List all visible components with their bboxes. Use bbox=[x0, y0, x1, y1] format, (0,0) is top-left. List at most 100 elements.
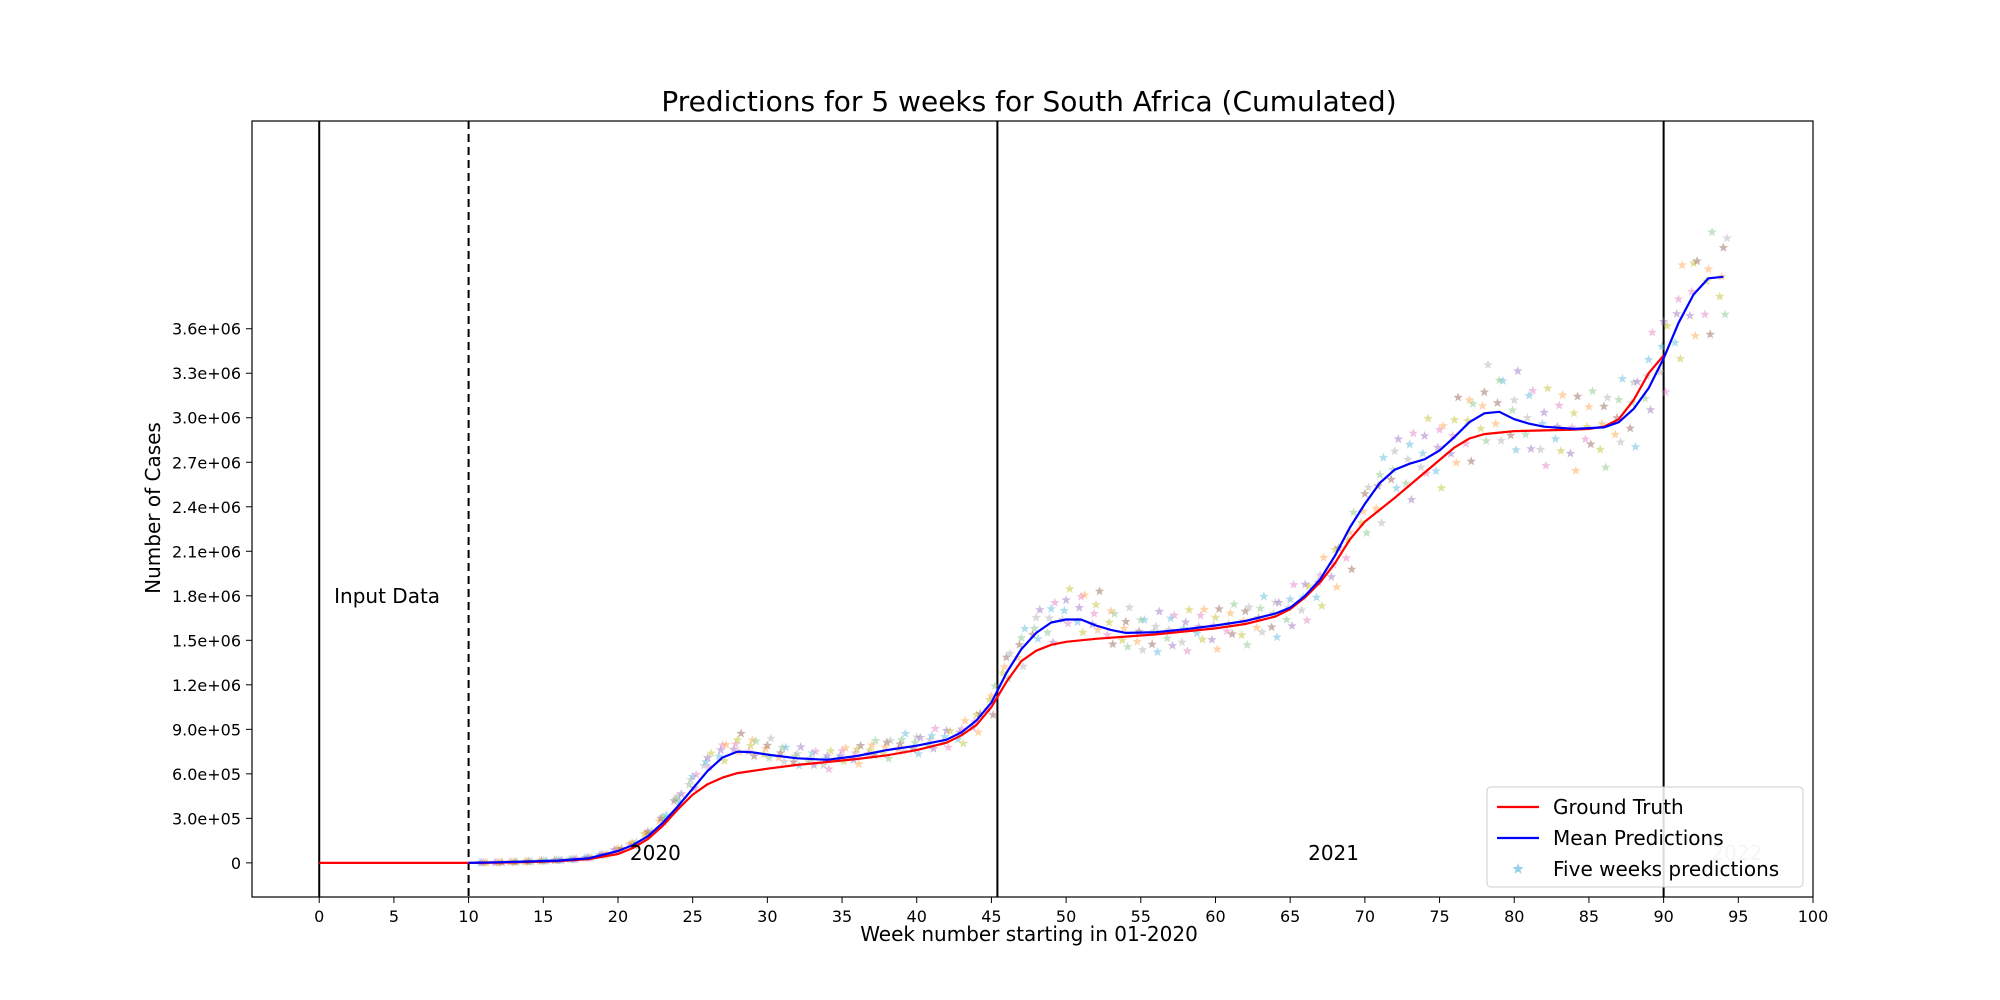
prediction-point bbox=[1360, 488, 1370, 498]
prediction-point bbox=[781, 742, 791, 752]
prediction-point bbox=[975, 708, 985, 718]
prediction-point bbox=[1317, 600, 1327, 610]
prediction-point bbox=[611, 844, 621, 854]
y-tick-label: 3.0e+05 bbox=[172, 809, 241, 828]
x-tick-label: 25 bbox=[682, 907, 702, 926]
prediction-point bbox=[1599, 401, 1609, 411]
prediction-point bbox=[1662, 321, 1672, 330]
prediction-point bbox=[1602, 392, 1613, 402]
prediction-point bbox=[1124, 602, 1135, 612]
prediction-point bbox=[1703, 264, 1714, 274]
prediction-point bbox=[1147, 639, 1157, 649]
prediction-point bbox=[824, 764, 834, 774]
prediction-point bbox=[656, 813, 666, 823]
series-line-ground-truth bbox=[319, 354, 1665, 865]
series-layer bbox=[319, 227, 1732, 867]
prediction-point bbox=[1119, 623, 1129, 633]
prediction-point bbox=[1361, 528, 1372, 537]
prediction-point bbox=[938, 737, 948, 747]
prediction-point bbox=[796, 742, 806, 751]
prediction-point bbox=[998, 668, 1008, 678]
prediction-point bbox=[745, 740, 756, 750]
x-tick-label: 80 bbox=[1504, 907, 1524, 926]
y-tick-label: 2.1e+06 bbox=[172, 542, 241, 561]
y-tick-label: 0 bbox=[231, 854, 241, 873]
prediction-point bbox=[1378, 452, 1389, 462]
prediction-point bbox=[1705, 329, 1715, 339]
prediction-point bbox=[1210, 612, 1221, 622]
prediction-point bbox=[613, 843, 623, 853]
x-tick-label: 60 bbox=[1205, 907, 1225, 926]
prediction-point bbox=[1013, 652, 1023, 662]
prediction-point bbox=[790, 751, 801, 761]
prediction-point bbox=[805, 753, 816, 763]
prediction-point bbox=[885, 735, 896, 745]
y-tick-label: 2.7e+06 bbox=[172, 453, 241, 472]
prediction-point bbox=[1064, 583, 1075, 593]
prediction-point bbox=[1610, 429, 1620, 439]
series-line-mean-predictions bbox=[468, 275, 1724, 864]
prediction-point bbox=[1462, 415, 1473, 425]
prediction-point bbox=[747, 735, 758, 745]
prediction-point bbox=[1179, 623, 1189, 633]
prediction-point bbox=[1451, 457, 1461, 467]
prediction-point bbox=[1556, 445, 1566, 455]
prediction-point bbox=[912, 732, 922, 742]
prediction-point bbox=[674, 796, 685, 806]
prediction-point bbox=[882, 737, 892, 747]
prediction-point bbox=[1528, 385, 1538, 395]
y-axis: 0 3.0e+05 6.0e+05 9.0e+05 1.2e+06 1.5e+06 1.8e… bbox=[172, 320, 252, 873]
prediction-point bbox=[1552, 421, 1562, 431]
prediction-point bbox=[1403, 454, 1413, 464]
prediction-point bbox=[898, 746, 909, 756]
prediction-point bbox=[749, 751, 759, 761]
prediction-point bbox=[943, 742, 954, 752]
prediction-point bbox=[837, 745, 847, 755]
prediction-point bbox=[878, 748, 888, 758]
prediction-point bbox=[854, 759, 864, 769]
prediction-point bbox=[671, 794, 681, 804]
x-tick-label: 90 bbox=[1653, 907, 1673, 926]
prediction-point bbox=[1418, 448, 1428, 458]
prediction-point bbox=[1059, 605, 1070, 615]
prediction-point bbox=[1507, 405, 1518, 415]
prediction-point bbox=[1388, 464, 1398, 474]
prediction-point bbox=[1149, 626, 1159, 636]
prediction-point bbox=[1541, 460, 1551, 470]
prediction-point bbox=[1341, 553, 1352, 563]
prediction-point bbox=[1524, 390, 1534, 400]
prediction-point bbox=[1522, 412, 1533, 422]
prediction-point bbox=[583, 852, 593, 862]
prediction-point bbox=[1195, 610, 1206, 620]
prediction-point bbox=[1567, 422, 1577, 432]
prediction-point bbox=[719, 756, 730, 765]
prediction-point bbox=[867, 740, 877, 750]
prediction-point bbox=[1496, 435, 1506, 445]
prediction-point bbox=[1461, 438, 1471, 448]
prediction-point bbox=[900, 728, 911, 738]
prediction-point bbox=[1692, 256, 1702, 266]
prediction-point bbox=[1586, 439, 1596, 449]
prediction-point bbox=[895, 739, 905, 749]
prediction-point bbox=[1237, 630, 1247, 640]
prediction-point bbox=[1283, 602, 1294, 612]
prediction-point bbox=[1363, 482, 1374, 492]
prediction-point bbox=[956, 724, 967, 734]
prediction-point bbox=[1625, 423, 1635, 433]
prediction-point bbox=[1207, 634, 1217, 644]
prediction-point bbox=[807, 748, 817, 758]
prediction-point bbox=[673, 791, 683, 801]
prediction-point bbox=[1416, 462, 1426, 472]
prediction-point bbox=[1550, 434, 1561, 444]
y-tick-label: 1.5e+06 bbox=[172, 631, 241, 650]
prediction-point bbox=[1675, 353, 1686, 363]
prediction-point bbox=[1707, 227, 1717, 237]
prediction-point bbox=[1302, 615, 1312, 625]
series-five-weeks-predictions bbox=[475, 227, 1732, 867]
prediction-point bbox=[762, 740, 773, 750]
prediction-point bbox=[1673, 294, 1684, 304]
prediction-point bbox=[1526, 443, 1536, 453]
prediction-point bbox=[809, 760, 819, 770]
prediction-point bbox=[1079, 590, 1090, 599]
prediction-point bbox=[1074, 602, 1084, 612]
